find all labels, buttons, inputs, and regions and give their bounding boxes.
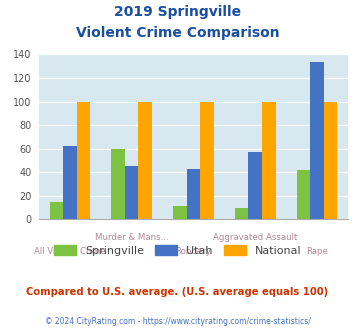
Bar <box>138 102 152 219</box>
Bar <box>248 152 262 219</box>
Bar <box>324 102 337 219</box>
Legend: Springville, Utah, National: Springville, Utah, National <box>49 240 306 260</box>
Bar <box>235 208 248 219</box>
Bar <box>297 170 310 219</box>
Text: 2019 Springville: 2019 Springville <box>114 5 241 19</box>
Bar <box>111 149 125 219</box>
Text: © 2024 CityRating.com - https://www.cityrating.com/crime-statistics/: © 2024 CityRating.com - https://www.city… <box>45 317 310 326</box>
Text: Robbery: Robbery <box>175 247 212 256</box>
Bar <box>77 102 90 219</box>
Bar <box>262 102 275 219</box>
Bar <box>125 166 138 219</box>
Bar <box>200 102 214 219</box>
Text: Compared to U.S. average. (U.S. average equals 100): Compared to U.S. average. (U.S. average … <box>26 287 329 297</box>
Bar <box>50 202 63 219</box>
Text: Violent Crime Comparison: Violent Crime Comparison <box>76 26 279 40</box>
Text: Rape: Rape <box>306 247 328 256</box>
Bar <box>63 147 77 219</box>
Bar <box>173 207 187 219</box>
Text: All Violent Crime: All Violent Crime <box>34 247 106 256</box>
Text: Aggravated Assault: Aggravated Assault <box>213 233 297 242</box>
Bar <box>187 169 200 219</box>
Bar <box>310 61 324 219</box>
Text: Murder & Mans...: Murder & Mans... <box>95 233 169 242</box>
